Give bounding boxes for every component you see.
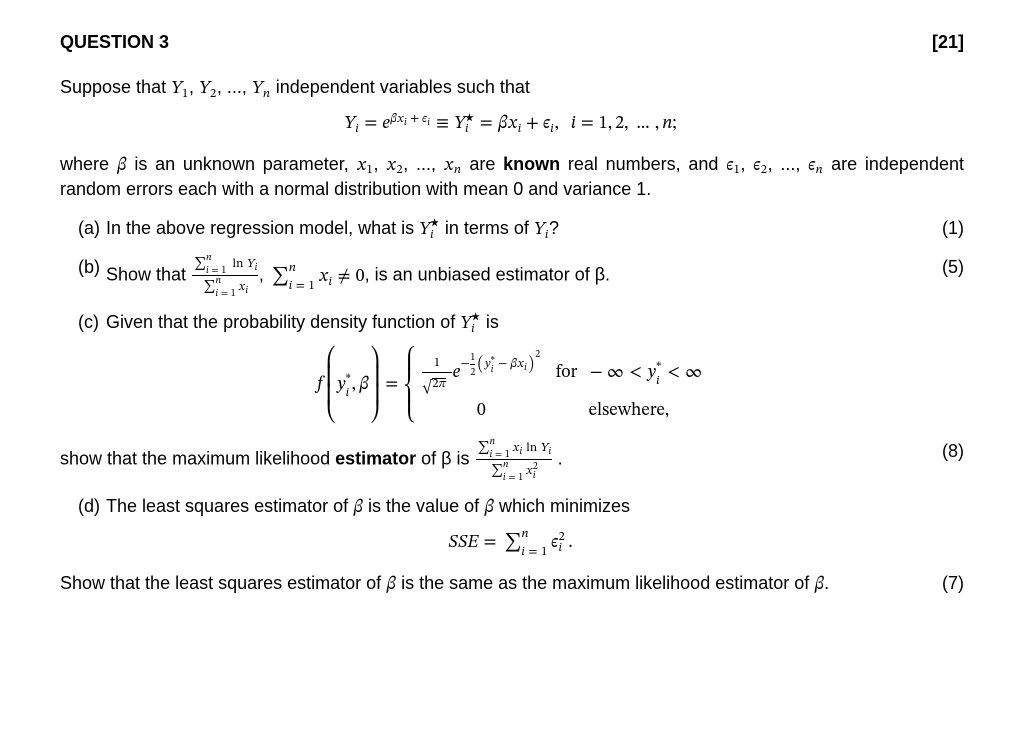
part-d-label: (d) xyxy=(78,494,106,519)
part-d-body: The least squares estimator of β is the … xyxy=(106,494,964,519)
part-d: (d) The least squares estimator of β is … xyxy=(78,494,964,519)
part-c-show: (8) show that the maximum likelihood est… xyxy=(60,439,964,480)
model-equation: Yi= eβxi+ϵi ≡ Yi⋆= βxi+ϵi, i=1,2,...,n; xyxy=(60,110,964,135)
part-c-show-lead: show that the maximum likelihood xyxy=(60,448,335,468)
part-b-cond: is an unbiased estimator of β. xyxy=(370,264,610,284)
part-a-marks: (1) xyxy=(930,216,964,241)
question-total-marks: [21] xyxy=(932,30,964,55)
part-d-sse: SSE= ∑i=1n ϵi2. xyxy=(60,529,964,555)
part-c-show-tail: of β is xyxy=(416,448,474,468)
question-header: QUESTION 3 [21] xyxy=(60,30,964,55)
part-b-body: (5) Show that ∑i=1nlnYi ∑i=1nxi , ∑i=1nx… xyxy=(106,255,964,296)
part-c-marks: (8) xyxy=(930,439,964,464)
known-bold: known xyxy=(503,154,560,174)
part-c-label: (c) xyxy=(78,310,106,335)
part-c-density: f(yi*,β)= { 12π e −12 (yi*−βxi)2 for −∞<… xyxy=(60,345,964,422)
part-b-marks: (5) xyxy=(930,255,964,280)
part-c: (c) Given that the probability density f… xyxy=(78,310,964,335)
part-a: (a) (1) In the above regression model, w… xyxy=(78,216,964,241)
part-d-marks: (7) xyxy=(930,571,964,596)
where-clause: where β is an unknown parameter, x1, x2,… xyxy=(60,152,964,202)
part-d-tail: (7) Show that the least squares estimato… xyxy=(60,571,964,596)
part-b-mid: , xyxy=(259,264,269,284)
part-c-body: Given that the probability density funct… xyxy=(106,310,964,335)
intro-text: Suppose that Y1, Y2, ..., Yn independent… xyxy=(60,75,964,100)
part-b-lead: Show that xyxy=(106,264,191,284)
part-c-show-bold: estimator xyxy=(335,448,416,468)
part-b: (b) (5) Show that ∑i=1nlnYi ∑i=1nxi , ∑i… xyxy=(78,255,964,296)
part-b-label: (b) xyxy=(78,255,106,280)
part-a-body: (1) In the above regression model, what … xyxy=(106,216,964,241)
part-a-label: (a) xyxy=(78,216,106,241)
question-title: QUESTION 3 xyxy=(60,30,169,55)
